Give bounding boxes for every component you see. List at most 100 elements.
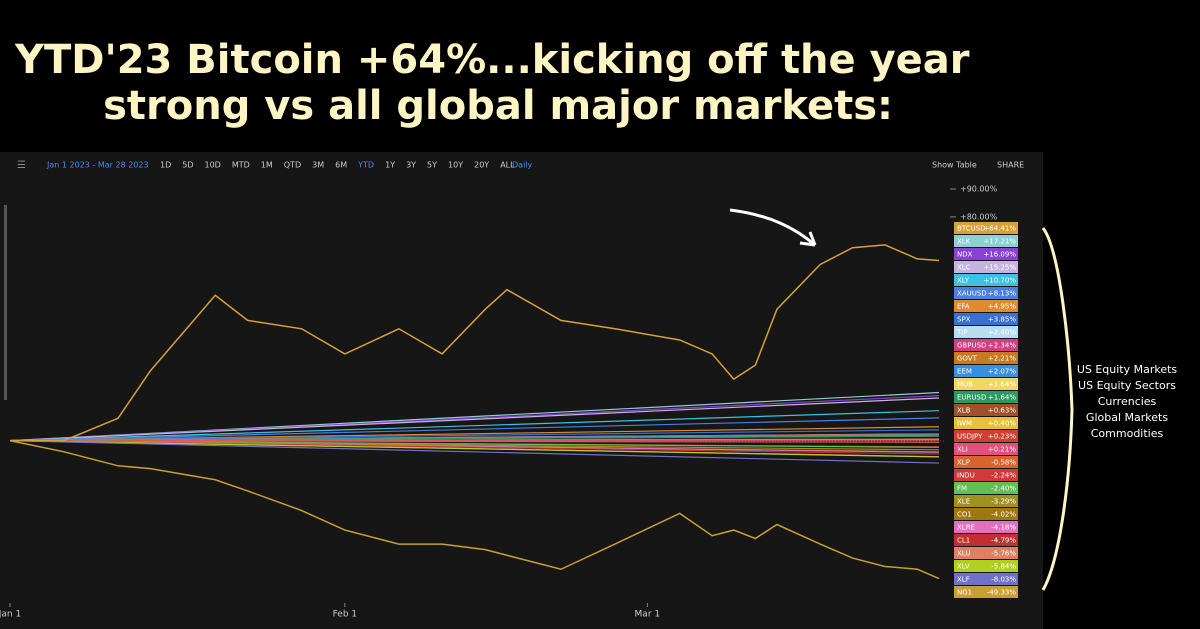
x-tick-label: Mar 1 bbox=[635, 610, 661, 620]
legend-value: +8.13% bbox=[988, 290, 1016, 298]
period-button[interactable]: 1D bbox=[160, 161, 171, 170]
period-button[interactable]: 1M bbox=[261, 161, 273, 170]
legend-value: +64.41% bbox=[983, 225, 1016, 233]
legend-name: CL1 bbox=[957, 537, 970, 545]
legend-name: FM bbox=[957, 485, 967, 493]
legend-name: NDX bbox=[957, 251, 973, 259]
legend-name: XLU bbox=[957, 550, 970, 558]
legend-name: BTCUSD bbox=[957, 225, 986, 233]
arrow bbox=[729, 208, 817, 247]
interval[interactable]: Daily bbox=[512, 161, 533, 170]
legend-swatch bbox=[954, 326, 1018, 338]
period-button[interactable]: 1Y bbox=[385, 161, 395, 170]
period-button[interactable]: 5Y bbox=[427, 161, 437, 170]
legend-swatch bbox=[954, 313, 1018, 325]
legend-name: XLY bbox=[957, 277, 970, 285]
legend-name: EURUSD bbox=[957, 394, 986, 402]
group-label: Commodities bbox=[1091, 427, 1164, 440]
legend-swatch bbox=[954, 248, 1018, 260]
period-button[interactable]: ALL bbox=[500, 161, 515, 170]
legend-swatch bbox=[954, 482, 1018, 494]
period-button[interactable]: 20Y bbox=[474, 161, 489, 170]
legend-value: +2.07% bbox=[988, 368, 1016, 376]
legend-swatch bbox=[954, 469, 1018, 481]
legend-name: TIP bbox=[956, 329, 968, 337]
legend-swatch bbox=[954, 261, 1018, 273]
legend-swatch bbox=[954, 521, 1018, 533]
legend-swatch bbox=[954, 573, 1018, 585]
legend-swatch bbox=[954, 508, 1018, 520]
date-range[interactable]: Jan 1 2023 - Mar 28 2023 bbox=[46, 161, 149, 170]
menu-icon[interactable]: ☰ bbox=[17, 160, 26, 171]
legend-value: +2.21% bbox=[988, 355, 1016, 363]
legend-value: +1.64% bbox=[988, 381, 1016, 389]
legend-value: -8.03% bbox=[991, 576, 1016, 584]
legend-name: CO1 bbox=[957, 511, 972, 519]
legend-swatch bbox=[954, 352, 1018, 364]
legend-swatch bbox=[954, 586, 1018, 598]
legend-swatch bbox=[954, 365, 1018, 377]
legend-swatch bbox=[954, 560, 1018, 572]
legend-value: +0.23% bbox=[988, 433, 1016, 441]
title-line: strong vs all global major markets: bbox=[103, 83, 893, 129]
chart-panel bbox=[0, 152, 1043, 629]
legend-value: +10.70% bbox=[983, 277, 1016, 285]
legend-name: SPX bbox=[957, 316, 971, 324]
legend-name: EFA bbox=[957, 303, 970, 311]
legend-value: -49.33% bbox=[987, 589, 1017, 597]
period-button[interactable]: 10Y bbox=[448, 161, 463, 170]
legend-value: +0.21% bbox=[988, 446, 1016, 454]
legend-name: XLV bbox=[957, 563, 970, 571]
legend-name: EEM bbox=[957, 368, 972, 376]
group-label: US Equity Markets bbox=[1077, 363, 1178, 376]
legend-swatch bbox=[954, 287, 1018, 299]
period-button[interactable]: 3M bbox=[312, 161, 324, 170]
legend-swatch bbox=[954, 443, 1018, 455]
legend-name: IWM bbox=[957, 420, 972, 428]
legend-swatch bbox=[954, 456, 1018, 468]
x-tick-label: Feb 1 bbox=[333, 610, 358, 620]
group-label: Global Markets bbox=[1086, 411, 1168, 424]
legend-value: -4.18% bbox=[991, 524, 1016, 532]
show-table[interactable]: Show Table bbox=[932, 161, 977, 170]
y-tick-label: +80.00% bbox=[960, 212, 998, 221]
legend-name: USDJPY bbox=[957, 433, 983, 441]
legend-name: XLI bbox=[957, 446, 968, 454]
legend-swatch bbox=[954, 235, 1018, 247]
legend-value: +0.63% bbox=[988, 407, 1016, 415]
period-button[interactable]: MTD bbox=[232, 161, 250, 170]
legend-name: XLC bbox=[957, 264, 971, 272]
legend-swatch bbox=[954, 339, 1018, 351]
legend-swatch bbox=[954, 404, 1018, 416]
legend-name: INDU bbox=[957, 472, 975, 480]
legend-value: +2.40% bbox=[988, 329, 1016, 337]
x-tick-label: Jan 1 bbox=[0, 610, 21, 620]
legend-name: XLF bbox=[957, 576, 970, 584]
legend-value: +2.34% bbox=[988, 342, 1016, 350]
period-button[interactable]: QTD bbox=[284, 161, 301, 170]
period-button[interactable]: 6M bbox=[335, 161, 347, 170]
share[interactable]: SHARE bbox=[997, 161, 1024, 170]
period-button[interactable]: YTD bbox=[357, 161, 374, 170]
legend-name: XAUUSD bbox=[957, 290, 987, 298]
legend-swatch bbox=[954, 222, 1018, 234]
legend-value: +0.40% bbox=[988, 420, 1016, 428]
legend-value: -5.84% bbox=[991, 563, 1016, 571]
legend-value: +4.95% bbox=[988, 303, 1016, 311]
series-line bbox=[9, 417, 940, 442]
series-line bbox=[9, 397, 940, 442]
legend-value: -2.24% bbox=[991, 472, 1016, 480]
legend-name: XLE bbox=[957, 498, 970, 506]
legend-swatch bbox=[954, 417, 1018, 429]
period-button[interactable]: 3Y bbox=[406, 161, 416, 170]
series-line bbox=[9, 440, 940, 458]
legend-swatch bbox=[954, 300, 1018, 312]
period-button[interactable]: 5D bbox=[182, 161, 193, 170]
period-button[interactable]: 10D bbox=[205, 161, 221, 170]
legend-value: +16.09% bbox=[983, 251, 1016, 259]
legend-value: -3.29% bbox=[991, 498, 1016, 506]
group-label: US Equity Sectors bbox=[1078, 379, 1176, 392]
legend-value: -4.02% bbox=[991, 511, 1016, 519]
bracket bbox=[1041, 227, 1074, 591]
